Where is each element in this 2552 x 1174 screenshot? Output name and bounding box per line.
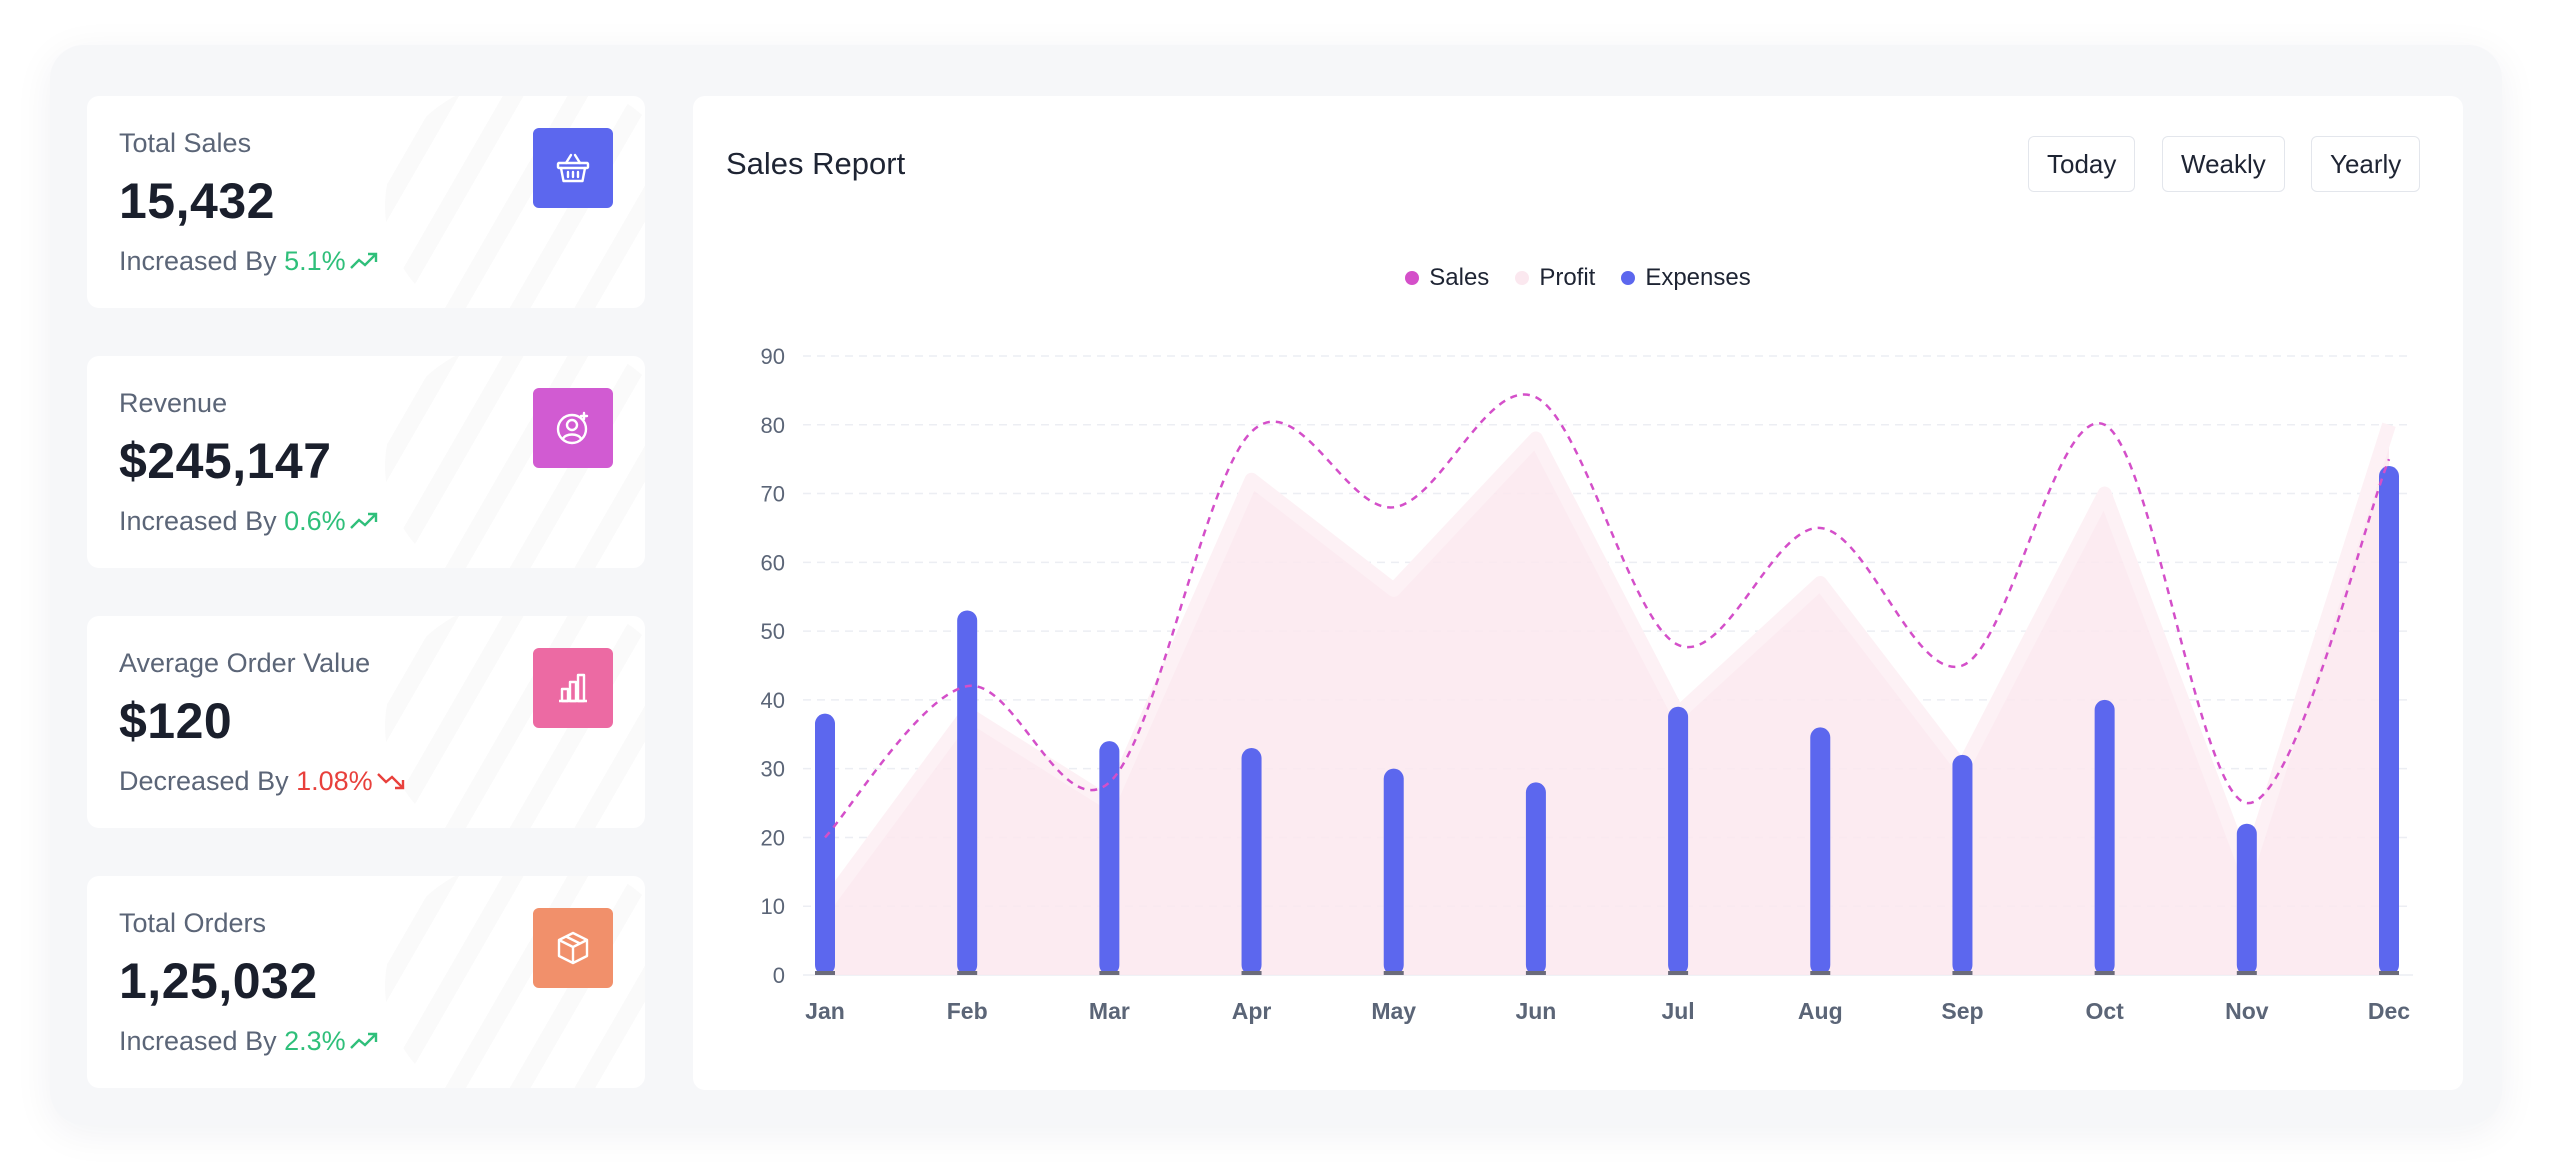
stat-value: 1,25,032 [119, 953, 318, 1009]
weekly-button[interactable]: Weakly [2162, 136, 2285, 192]
trend-label: Increased By [119, 246, 277, 276]
x-tick-label: Feb [947, 998, 988, 1024]
trend-value: 1.08% [296, 766, 373, 796]
expenses-bar [2236, 823, 2257, 975]
expenses-bar [957, 610, 978, 975]
y-tick-label: 30 [761, 757, 785, 782]
expenses-bar [2379, 466, 2399, 975]
x-tick-label: Sep [1941, 998, 1983, 1024]
legend-label: Sales [1429, 264, 1490, 291]
x-tick-label: Apr [1232, 998, 1272, 1024]
x-tick-label: Jun [1515, 998, 1556, 1024]
x-tick-label: Jan [805, 998, 845, 1024]
stat-trend: Increased By 5.1% [119, 246, 379, 278]
expenses-bar [1952, 754, 1973, 975]
y-tick-label: 40 [761, 688, 785, 713]
expenses-bar [2094, 699, 2115, 975]
bar-base [815, 971, 835, 975]
trend-value: 2.3% [284, 1026, 346, 1056]
bar-base [1383, 971, 1404, 975]
bar-base [1668, 971, 1689, 975]
bar-base [1952, 971, 1973, 975]
x-tick-label: Oct [2085, 998, 2124, 1024]
basket-icon [533, 128, 613, 208]
stat-card-total-sales: Total Sales 15,432 Increased By 5.1% [87, 96, 645, 308]
bar-base [1525, 971, 1546, 975]
legend-item-sales[interactable]: Sales [1405, 264, 1489, 292]
x-tick-label: Jul [1661, 998, 1694, 1024]
trend-label: Increased By [119, 1026, 277, 1056]
stat-title: Revenue [119, 388, 228, 418]
x-tick-label: Mar [1089, 998, 1130, 1024]
y-tick-label: 60 [761, 550, 785, 575]
trend-label: Increased By [119, 506, 277, 536]
expenses-bar [1525, 782, 1546, 975]
bar-chart-icon [533, 648, 613, 728]
stat-trend: Increased By 2.3% [119, 1026, 379, 1058]
today-button[interactable]: Today [2028, 136, 2136, 192]
legend-dot [1621, 271, 1636, 285]
stat-card-average-order: Average Order Value $120 Decreased By 1.… [87, 616, 645, 828]
stat-card-total-orders: Total Orders 1,25,032 Increased By 2.3% [87, 876, 645, 1088]
expenses-bar [1099, 741, 1120, 975]
y-tick-label: 90 [761, 344, 785, 369]
legend-label: Profit [1539, 264, 1596, 291]
stat-trend: Increased By 0.6% [119, 506, 379, 538]
trend-down-icon [376, 767, 406, 798]
bar-base [2236, 971, 2257, 975]
box-icon [533, 908, 613, 988]
bar-base [2379, 971, 2399, 975]
expenses-bar [1668, 706, 1689, 975]
stat-card-revenue: Revenue $245,147 Increased By 0.6% [87, 356, 645, 568]
y-tick-label: 0 [773, 963, 785, 988]
legend-item-expenses[interactable]: Expenses [1621, 264, 1751, 292]
trend-value: 0.6% [284, 506, 346, 536]
chart-legend: Sales Profit Expenses [693, 264, 2463, 292]
x-tick-label: Nov [2225, 998, 2269, 1024]
x-tick-label: Dec [2368, 998, 2410, 1024]
x-tick-label: Aug [1798, 998, 1843, 1024]
user-add-icon [533, 388, 613, 468]
y-tick-label: 70 [761, 482, 785, 507]
legend-dot [1405, 271, 1420, 285]
trend-up-icon [349, 507, 379, 538]
y-tick-label: 10 [761, 894, 785, 919]
bar-base [957, 971, 978, 975]
bar-base [1099, 971, 1120, 975]
legend-dot [1515, 271, 1530, 285]
sales-report-panel: 0 10 20 30 40 50 60 70 80 90 Jan Feb Mar Apr May Jun Jul… [693, 96, 2463, 1090]
profit-area-edge [819, 422, 2396, 911]
sales-chart: 0 10 20 30 40 50 60 70 80 90 Jan Feb Mar Apr May Jun Jul… [761, 344, 2413, 1024]
bar-base [1810, 971, 1831, 975]
stat-value: $245,147 [119, 433, 332, 489]
stat-title: Average Order Value [119, 648, 371, 678]
trend-value: 5.1% [284, 246, 346, 276]
y-tick-label: 20 [761, 825, 785, 850]
legend-item-profit[interactable]: Profit [1515, 264, 1595, 292]
expenses-bar [1241, 748, 1262, 975]
x-tick-label: May [1371, 998, 1416, 1024]
stat-value: 15,432 [119, 173, 275, 229]
trend-up-icon [349, 1027, 379, 1058]
expenses-bar [815, 713, 835, 975]
y-tick-label: 50 [761, 619, 785, 644]
legend-label: Expenses [1645, 264, 1751, 291]
stat-title: Total Sales [119, 128, 252, 158]
expenses-bar [1810, 727, 1831, 975]
trend-label: Decreased By [119, 766, 289, 796]
stat-value: $120 [119, 693, 233, 749]
bar-base [1241, 971, 1262, 975]
y-tick-label: 80 [761, 413, 785, 438]
stat-trend: Decreased By 1.08% [119, 766, 406, 798]
yearly-button[interactable]: Yearly [2311, 136, 2421, 192]
sales-line [824, 393, 2391, 839]
stat-title: Total Orders [119, 908, 267, 938]
bar-base [2094, 971, 2115, 975]
trend-up-icon [349, 247, 379, 278]
report-title: Sales Report [726, 146, 906, 181]
expenses-bar [1383, 768, 1404, 975]
